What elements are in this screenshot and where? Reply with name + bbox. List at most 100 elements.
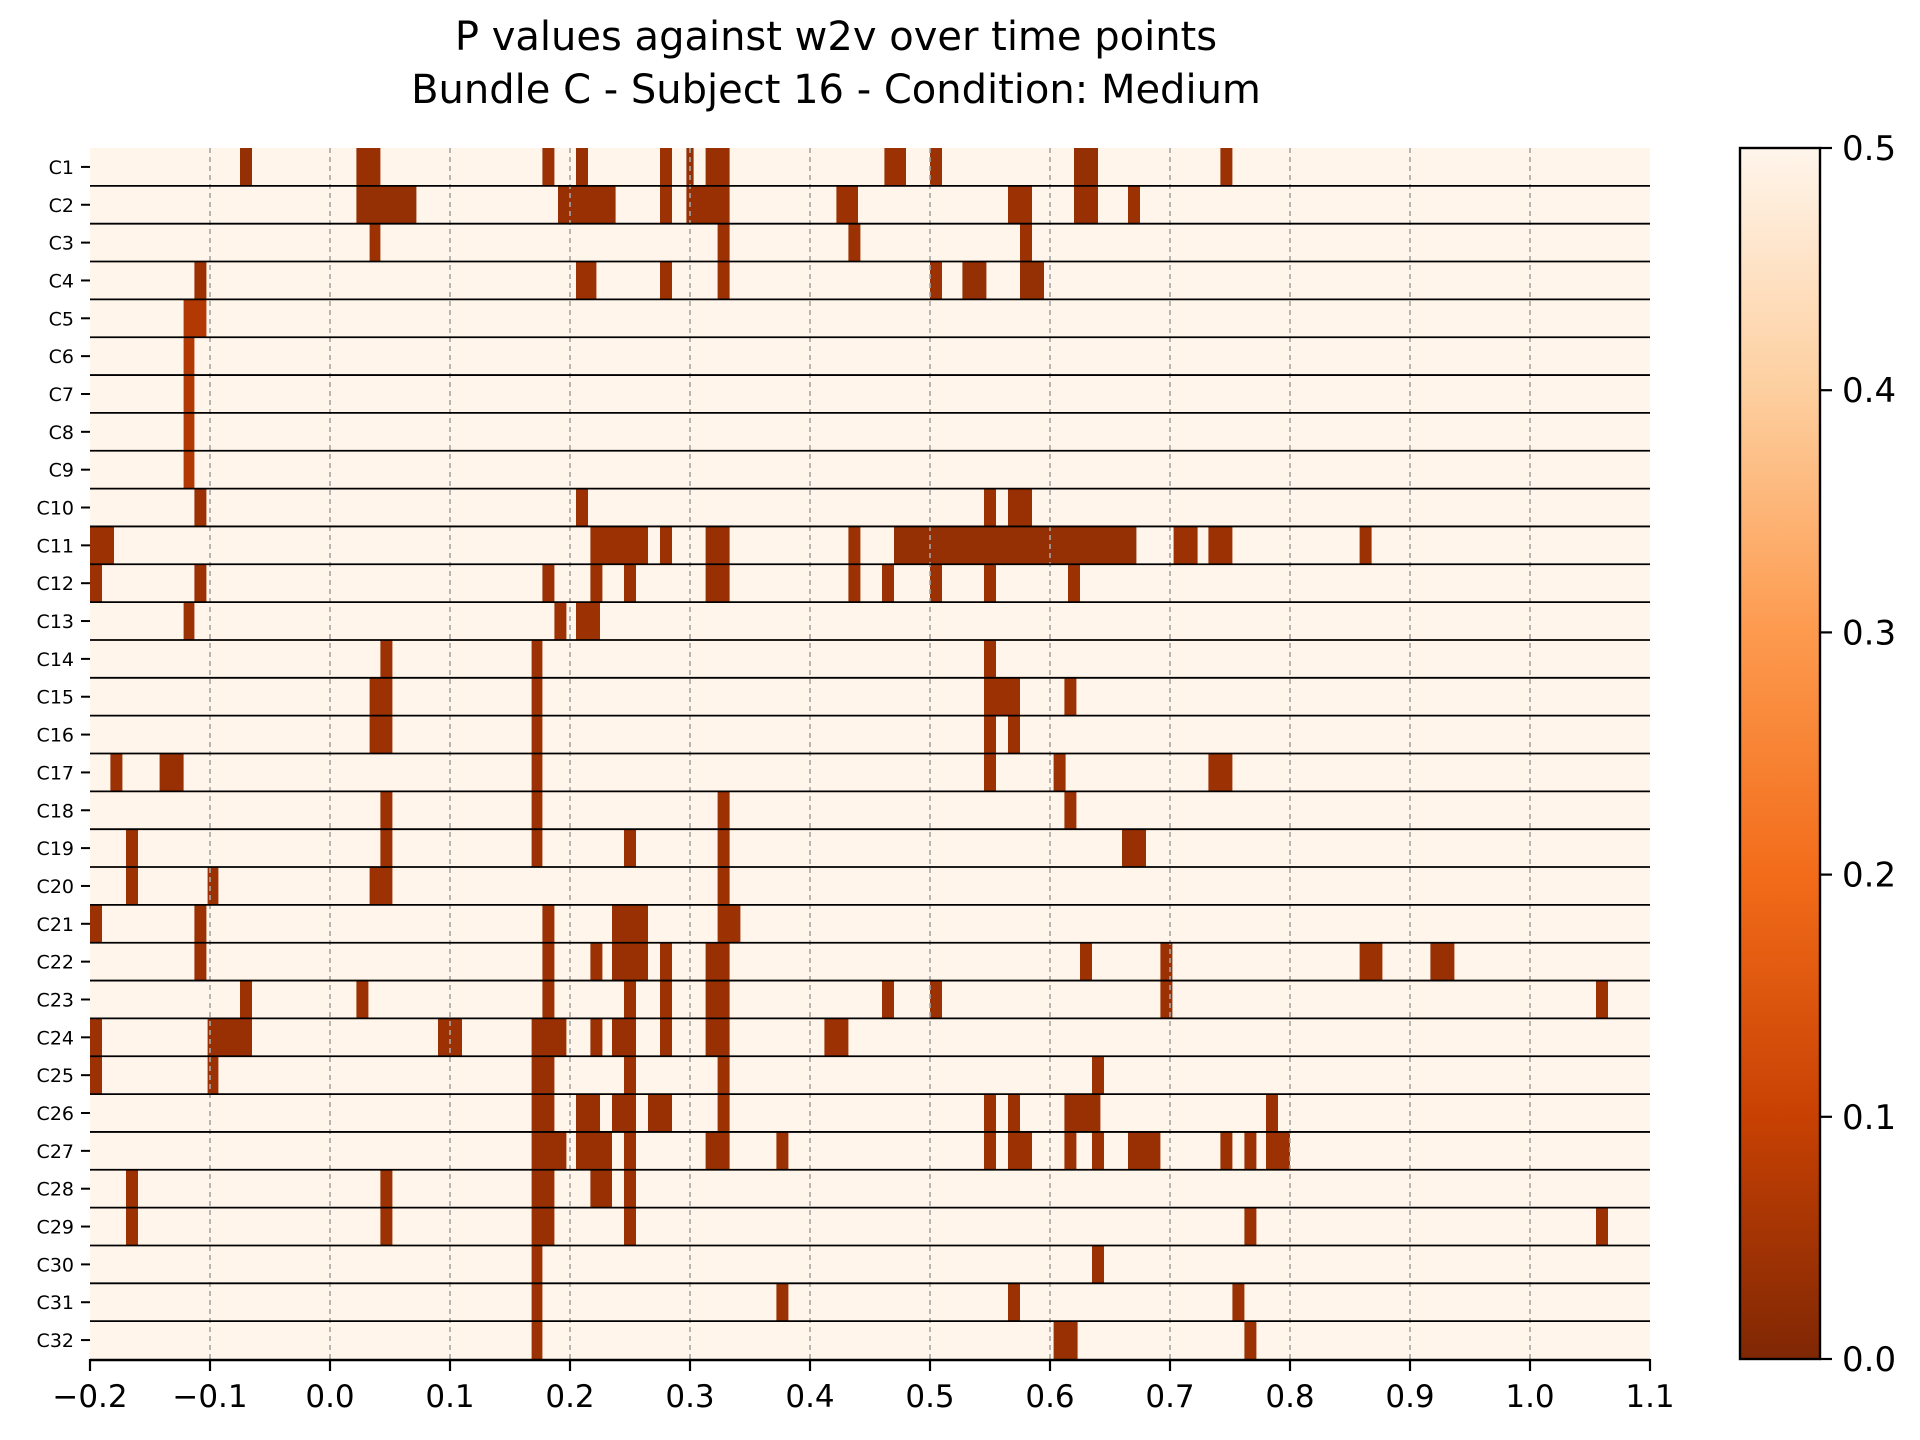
heatmap-cell (705, 980, 730, 1019)
heatmap-cell (717, 223, 730, 262)
y-tick-label: C4 (49, 270, 74, 292)
colorbar-tick-label: 0.1 (1842, 1098, 1896, 1138)
heatmap-cell (1122, 829, 1146, 868)
heatmap-cell (576, 602, 600, 640)
y-tick-label: C32 (37, 1330, 74, 1352)
heatmap-cell (1092, 1056, 1104, 1095)
heatmap-cell (882, 564, 894, 603)
heatmap-cell (984, 677, 1020, 716)
heatmap-cell (930, 980, 942, 1019)
heatmap-cell (1053, 753, 1066, 792)
heatmap-row-c6 (90, 337, 1650, 376)
heatmap-cell (1008, 1283, 1020, 1322)
heatmap-row-c8 (90, 412, 1650, 451)
y-tick-label: C16 (37, 725, 74, 747)
heatmap-cell (984, 488, 996, 527)
heatmap-cell (624, 1131, 636, 1170)
heatmap-cell (90, 564, 102, 603)
heatmap-row-c20 (90, 867, 1650, 905)
heatmap-row-c25 (90, 1056, 1650, 1095)
heatmap-cell (962, 261, 987, 300)
heatmap-cell (612, 942, 648, 981)
y-tick-label: C11 (37, 535, 74, 557)
colorbar-tick-label: 0.4 (1842, 371, 1896, 411)
heatmap-row-c22 (90, 942, 1650, 981)
heatmap-cell (705, 564, 730, 603)
heatmap-cell (531, 791, 543, 830)
heatmap-cell (930, 564, 942, 603)
heatmap-cell (624, 980, 636, 1019)
heatmap-cell (1128, 185, 1140, 224)
heatmap-cell (612, 1018, 636, 1057)
heatmap-cell (1359, 942, 1383, 981)
chart-title: P values against w2v over time points (455, 14, 1217, 60)
heatmap-cell (1266, 1094, 1278, 1132)
y-tick-label: C26 (37, 1103, 74, 1125)
heatmap-cell (542, 148, 555, 186)
heatmap-cell (624, 1056, 636, 1095)
y-tick-label: C5 (49, 308, 74, 330)
heatmap-cell (984, 639, 996, 678)
heatmap-cell (824, 1018, 849, 1057)
heatmap-cell (1068, 564, 1080, 603)
heatmap-cell (183, 299, 207, 338)
heatmap-cell (531, 1245, 543, 1284)
heatmap-cell (660, 980, 672, 1019)
x-tick-label: 0.9 (1385, 1379, 1434, 1415)
heatmap-cell (590, 1169, 612, 1208)
x-tick-label: 0.4 (785, 1379, 834, 1415)
heatmap-cell (356, 980, 369, 1019)
heatmap-row-c23 (90, 980, 1650, 1019)
heatmap-row-c27 (90, 1131, 1650, 1170)
x-tick-label: 0.6 (1025, 1379, 1074, 1415)
heatmap-cell (1244, 1207, 1257, 1246)
y-tick-label: C21 (37, 914, 74, 936)
heatmap-cell (183, 375, 195, 413)
y-tick-label: C23 (37, 989, 74, 1011)
heatmap-row-c16 (90, 715, 1650, 754)
x-tick-label: 0.0 (305, 1379, 354, 1415)
y-tick-label: C22 (37, 952, 74, 974)
heatmap-row-c21 (90, 904, 1650, 943)
heatmap-cell (369, 715, 393, 754)
heatmap-cell (836, 185, 858, 224)
y-tick-label: C2 (49, 195, 74, 217)
heatmap-cell (776, 1283, 789, 1322)
heatmap-cell (1244, 1321, 1257, 1359)
x-tick-label: 0.1 (425, 1379, 474, 1415)
heatmap-cell (183, 412, 195, 451)
heatmap-cell (1160, 980, 1173, 1019)
heatmap-cell (531, 1321, 543, 1359)
heatmap-cell (1359, 526, 1372, 565)
heatmap-cell (1008, 1094, 1020, 1132)
heatmap-row-c15 (90, 677, 1650, 716)
heatmap-cell (126, 1169, 138, 1208)
heatmap-row-c26 (90, 1094, 1650, 1132)
heatmap-cell (1220, 1131, 1233, 1170)
heatmap-cell (1208, 526, 1233, 565)
heatmap-cell (930, 148, 942, 186)
heatmap-row-c5 (90, 299, 1650, 338)
heatmap-cell (90, 904, 102, 943)
heatmap-cell (531, 1094, 555, 1132)
heatmap-cell (194, 564, 207, 603)
y-tick-label: C12 (37, 573, 74, 595)
heatmap-cell (380, 1207, 393, 1246)
x-tick-label: 1.0 (1505, 1379, 1554, 1415)
heatmap-row-c13 (90, 602, 1650, 640)
heatmap-cell (531, 829, 543, 868)
heatmap-cell (848, 564, 861, 603)
heatmap-cell (159, 753, 184, 792)
heatmap-cell (1064, 677, 1077, 716)
heatmap-cell (576, 261, 597, 300)
y-tick-label: C25 (37, 1065, 74, 1087)
heatmap-cell (183, 602, 195, 640)
heatmap-cell (576, 148, 588, 186)
heatmap-cell (1208, 753, 1233, 792)
heatmap-cell (717, 867, 730, 905)
heatmap-cell (576, 1131, 612, 1170)
heatmap-cell (240, 148, 252, 186)
y-axis: C1 C2 C3 C4 C5 C6 C7 C8 C9 C10 C11 C12 C13 C14 C15 C16 C… (37, 157, 90, 1352)
heatmap-cell (648, 1094, 672, 1132)
x-axis: −0.2 −0.1 0.0 0.1 0.2 0.3 0.4 0.5 0.6 0.7 0.8 0.9 1.… (52, 1358, 1675, 1415)
